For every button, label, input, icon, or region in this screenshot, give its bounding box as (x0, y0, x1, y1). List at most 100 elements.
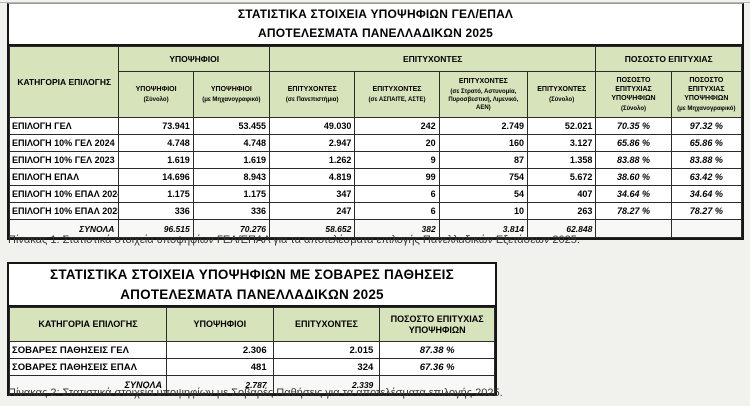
table-cell: 4.819 (269, 168, 356, 186)
table-cell: 1.358 (527, 151, 597, 169)
table1-col-header: ΕΠΙΤΥΧΟΝΤΕΣ (Σύνολο) (527, 71, 597, 118)
table-cell: 754 (438, 168, 529, 186)
table1-col-header: ΠΟΣΟΣΤΟ ΕΠΙΤΥΧΙΑΣ ΥΠΟΨΗΦΙΩΝ (με Μηχανογρα… (670, 71, 743, 118)
table-cell: 65.86 % (595, 134, 672, 152)
table-cell (379, 375, 495, 394)
table-cell: 83.88 % (670, 151, 743, 169)
table-cell: 2.787 (165, 375, 274, 394)
table-cell: 6 (354, 185, 440, 203)
table-cell: 242 (354, 117, 440, 135)
table-cell: 347 (269, 185, 356, 203)
table-cell: 34.64 % (595, 185, 672, 203)
col-header-label: ΕΠΙΤΥΧΟΝΤΕΣ (458, 78, 508, 85)
totals-label: ΣΥΝΟΛΑ (8, 219, 120, 238)
table-cell: 324 (272, 358, 381, 376)
table2-title-line1: ΣΤΑΤΙΣΤΙΚΑ ΣΤΟΙΧΕΙΑ ΥΠΟΨΗΦΙΩΝ ΜΕ ΣΟΒΑΡΕΣ… (50, 266, 454, 282)
table-cell: 67.36 % (379, 358, 495, 376)
table-cell: 4.748 (192, 134, 271, 152)
table-cell: 160 (438, 134, 529, 152)
col-header-label: ΥΠΟΨΗΦΙΟΙ (210, 86, 252, 93)
table-cell: 481 (165, 358, 274, 376)
table2-col-header: ΚΑΤΗΓΟΡΙΑ ΕΠΙΛΟΓΗΣ (9, 307, 167, 342)
table-cell: 65.86 % (670, 134, 743, 152)
table2-totals-row: ΣΥΝΟΛΑ 2.787 2.339 (9, 375, 495, 394)
table-cell: 3.814 (438, 219, 529, 238)
table1-col-header: ΕΠΙΤΥΧΟΝΤΕΣ (σε Πανεπιστήμια) (269, 71, 356, 118)
col-header-sub: (με Μηχανογραφικό) (202, 97, 261, 103)
row-label: ΕΠΙΛΟΓΗ 10% ΓΕΛ 2024 (8, 134, 120, 152)
table-cell: 1.619 (192, 151, 271, 169)
table-cell: 2.749 (438, 117, 529, 135)
row-label: ΕΠΙΛΟΓΗ 10% ΕΠΑΛ 2024 (8, 185, 120, 203)
table-cell: 78.27 % (595, 202, 672, 220)
table1: ΚΑΤΗΓΟΡΙΑ ΕΠΙΛΟΓΗΣ ΥΠΟΨΗΦΙΟΙ ΕΠΙΤΥΧΟΝΤΕΣ… (8, 46, 743, 238)
table1-caption: Πίνακας 1: Στατιστικά στοιχεία υποψηφίων… (8, 234, 580, 246)
table2-serious-illness-statistics: ΣΤΑΤΙΣΤΙΚΑ ΣΤΟΙΧΕΙΑ ΥΠΟΨΗΦΙΩΝ ΜΕ ΣΟΒΑΡΕΣ… (7, 262, 497, 396)
table-cell: 52.021 (527, 117, 597, 135)
table-cell: 14.696 (118, 168, 194, 186)
table-cell: 2.015 (272, 341, 381, 359)
table-cell: 78.27 % (670, 202, 743, 220)
row-label: ΕΠΙΛΟΓΗ ΕΠΑΛ (8, 168, 120, 186)
table2: ΚΑΤΗΓΟΡΙΑ ΕΠΙΛΟΓΗΣ ΥΠΟΨΗΦΙΟΙ ΕΠΙΤΥΧΟΝΤΕΣ… (9, 307, 495, 394)
table-cell: 3.127 (527, 134, 597, 152)
table2-caption: Πίνακας 2: Στατιστικά στοιχεία υποψηφίων… (8, 387, 503, 399)
table-cell: 382 (354, 219, 440, 238)
table-cell: 2.306 (165, 341, 274, 359)
table-cell: 62.848 (527, 219, 597, 238)
col-header-label: ΥΠΟΨΗΦΙΟΙ (135, 86, 177, 93)
table-cell: 247 (269, 202, 356, 220)
table-row: ΕΠΙΛΟΓΗ ΕΠΑΛ 14.696 8.943 4.819 99 754 5… (8, 168, 743, 186)
table-cell: 1.262 (269, 151, 356, 169)
table-cell: 58.652 (269, 219, 356, 238)
table-row: ΕΠΙΛΟΓΗ 10% ΕΠΑΛ 2023 336 336 247 6 10 2… (8, 202, 743, 220)
col-header-sub: (σε ΑΣΠΑΙΤΕ, ΑΣΤΕ) (368, 97, 426, 103)
table1-category-header: ΚΑΤΗΓΟΡΙΑ ΕΠΙΛΟΓΗΣ (8, 46, 120, 118)
table1-group-success-rate: ΠΟΣΟΣΤΟ ΕΠΙΤΥΧΙΑΣ (595, 46, 742, 72)
table-cell: 1.175 (192, 185, 271, 203)
table2-col-header: ΕΠΙΤΥΧΟΝΤΕΣ (272, 307, 381, 342)
table-cell: 20 (354, 134, 440, 152)
table-cell: 8.943 (192, 168, 271, 186)
table-cell (670, 219, 743, 238)
table-cell: 38.60 % (595, 168, 672, 186)
table-cell: 87.38 % (379, 341, 495, 359)
table1-group-successful: ΕΠΙΤΥΧΟΝΤΕΣ (269, 46, 597, 72)
row-label: ΕΠΙΛΟΓΗ ΓΕΛ (8, 117, 120, 135)
col-header-sub: (Σύνολο) (549, 97, 575, 103)
table-cell: 53.455 (192, 117, 271, 135)
table-cell: 2.339 (272, 375, 381, 394)
table-cell: 336 (192, 202, 271, 220)
table-cell: 6 (354, 202, 440, 220)
table-cell: 99 (354, 168, 440, 186)
row-label: ΕΠΙΛΟΓΗ 10% ΕΠΑΛ 2023 (8, 202, 120, 220)
table1-col-header: ΥΠΟΨΗΦΙΟΙ (Σύνολο) (118, 71, 194, 118)
table-row: ΣΟΒΑΡΕΣ ΠΑΘΗΣΕΙΣ ΕΠΑΛ 481 324 67.36 % (9, 358, 495, 376)
col-header-label: ΕΠΙΤΥΧΟΝΤΕΣ (287, 86, 337, 93)
col-header-label: ΠΟΣΟΣΤΟ ΕΠΙΤΥΧΙΑΣ ΥΠΟΨΗΦΙΩΝ (684, 77, 729, 102)
col-header-sub: (Σύνολο) (143, 97, 169, 103)
table-cell: 87 (438, 151, 529, 169)
col-header-label: ΕΠΙΤΥΧΟΝΤΕΣ (537, 86, 587, 93)
table-cell: 1.619 (118, 151, 194, 169)
table2-col-header: ΠΟΣΟΣΤΟ ΕΠΙΤΥΧΙΑΣ ΥΠΟΨΗΦΙΩΝ (379, 307, 495, 342)
table-row: ΕΠΙΛΟΓΗ ΓΕΛ 73.941 53.455 49.030 242 2.7… (8, 117, 743, 135)
col-header-sub: (σε Πανεπιστήμια) (285, 97, 339, 103)
table-cell: 1.175 (118, 185, 194, 203)
col-header-label: ΕΠΙΤΥΧΟΝΤΕΣ (372, 86, 422, 93)
table1-title: ΣΤΑΤΙΣΤΙΚΑ ΣΤΟΙΧΕΙΑ ΥΠΟΨΗΦΙΩΝ ΓΕΛ/ΕΠΑΛ Α… (9, 4, 742, 46)
table1-col-header: ΕΠΙΤΥΧΟΝΤΕΣ (σε Στρατό, Αστυνομία, Πυροσβ… (438, 71, 529, 118)
table2-title-line2: ΑΠΟΤΕΛΕΣΜΑΤΑ ΠΑΝΕΛΛΑΔΙΚΩΝ 2025 (120, 286, 384, 302)
table-cell: 2.947 (269, 134, 356, 152)
table-cell: 10 (438, 202, 529, 220)
totals-label: ΣΥΝΟΛΑ (9, 375, 167, 394)
table-row: ΣΟΒΑΡΕΣ ΠΑΘΗΣΕΙΣ ΓΕΛ 2.306 2.015 87.38 % (9, 341, 495, 359)
table-cell: 34.64 % (670, 185, 743, 203)
table-cell: 63.42 % (670, 168, 743, 186)
table-cell: 5.672 (527, 168, 597, 186)
table-cell: 263 (527, 202, 597, 220)
table-row: ΕΠΙΛΟΓΗ 10% ΓΕΛ 2024 4.748 4.748 2.947 2… (8, 134, 743, 152)
table-cell (595, 219, 672, 238)
table-row: ΕΠΙΛΟΓΗ 10% ΕΠΑΛ 2024 1.175 1.175 347 6 … (8, 185, 743, 203)
col-header-sub: (σε Στρατό, Αστυνομία, Πυροσβεστική, Λιμ… (448, 89, 519, 111)
